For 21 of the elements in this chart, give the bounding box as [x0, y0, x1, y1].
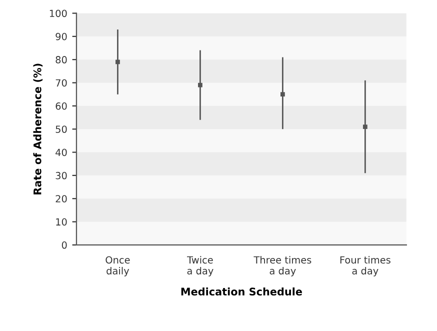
x-tick-label: Four times a day: [340, 256, 390, 276]
y-tick-label: 70: [56, 79, 67, 87]
y-tick-label: 20: [56, 195, 67, 202]
x-tick-label: Twice a day: [187, 256, 214, 276]
x-tick-label: Once daily: [106, 256, 130, 276]
point: [116, 60, 120, 64]
y-tick-label: 10: [56, 218, 67, 226]
point: [198, 82, 202, 88]
y-tick-label: 90: [56, 32, 67, 40]
y-tick-label: 0: [62, 241, 67, 249]
y-tick-label: 100: [50, 10, 67, 18]
y-tick-label: 30: [56, 172, 67, 180]
x-tick-label: Three times a day: [254, 256, 312, 276]
x-axis-title: Medication Schedule: [181, 287, 302, 296]
y-tick-label: 50: [56, 126, 67, 133]
y-axis-title: Rate of Adherence (%): [33, 64, 43, 194]
y-tick-label: 80: [56, 56, 67, 64]
point: [280, 92, 285, 97]
point: [362, 124, 368, 129]
y-tick-label: 60: [56, 102, 67, 110]
y-tick-label: 40: [56, 148, 67, 156]
